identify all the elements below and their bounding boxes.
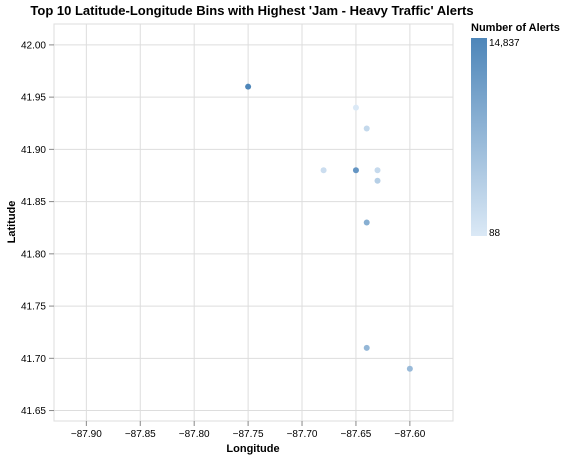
data-point — [363, 344, 370, 351]
grid-lines — [54, 24, 453, 421]
data-point — [352, 167, 359, 174]
y-tick-label: 41.75 — [21, 302, 46, 313]
chart-title: Top 10 Latitude-Longitude Bins with High… — [30, 3, 473, 18]
x-tick-label: −87.65 — [341, 429, 372, 440]
y-tick-label: 41.80 — [21, 249, 46, 260]
data-point — [320, 167, 327, 174]
data-point — [374, 177, 381, 184]
legend-title: Number of Alerts — [471, 22, 560, 34]
y-tick-label: 41.85 — [21, 197, 46, 208]
data-point — [363, 219, 370, 226]
x-tick-label: −87.75 — [233, 429, 264, 440]
x-tick-label: −87.85 — [125, 429, 156, 440]
data-points — [245, 83, 413, 372]
x-tick-label: −87.70 — [287, 429, 318, 440]
axis-ticks: −87.90 −87.85 −87.80 −87.75 −87.70 −87.65 −87.… — [21, 40, 426, 440]
y-tick-label: 41.90 — [21, 145, 46, 156]
x-tick-label: −87.80 — [179, 429, 210, 440]
y-tick-label: 41.65 — [21, 406, 46, 417]
plot-frame — [53, 23, 454, 422]
data-point — [374, 167, 381, 174]
y-tick-label: 42.00 — [21, 40, 46, 51]
y-tick-label: 41.95 — [21, 93, 46, 104]
data-point — [245, 83, 252, 90]
x-tick-label: −87.60 — [394, 429, 425, 440]
y-axis-title: Latitude — [6, 201, 18, 244]
x-axis-title: Longitude — [226, 443, 279, 455]
color-legend: Number of Alerts 14,837 88 — [471, 22, 560, 239]
data-point — [406, 365, 413, 372]
legend-min-label: 88 — [489, 228, 501, 239]
data-point — [363, 125, 370, 132]
y-tick-label: 41.70 — [21, 354, 46, 365]
legend-gradient-bar — [471, 38, 487, 236]
data-point — [352, 104, 359, 111]
legend-max-label: 14,837 — [489, 38, 520, 49]
x-tick-label: −87.90 — [71, 429, 102, 440]
